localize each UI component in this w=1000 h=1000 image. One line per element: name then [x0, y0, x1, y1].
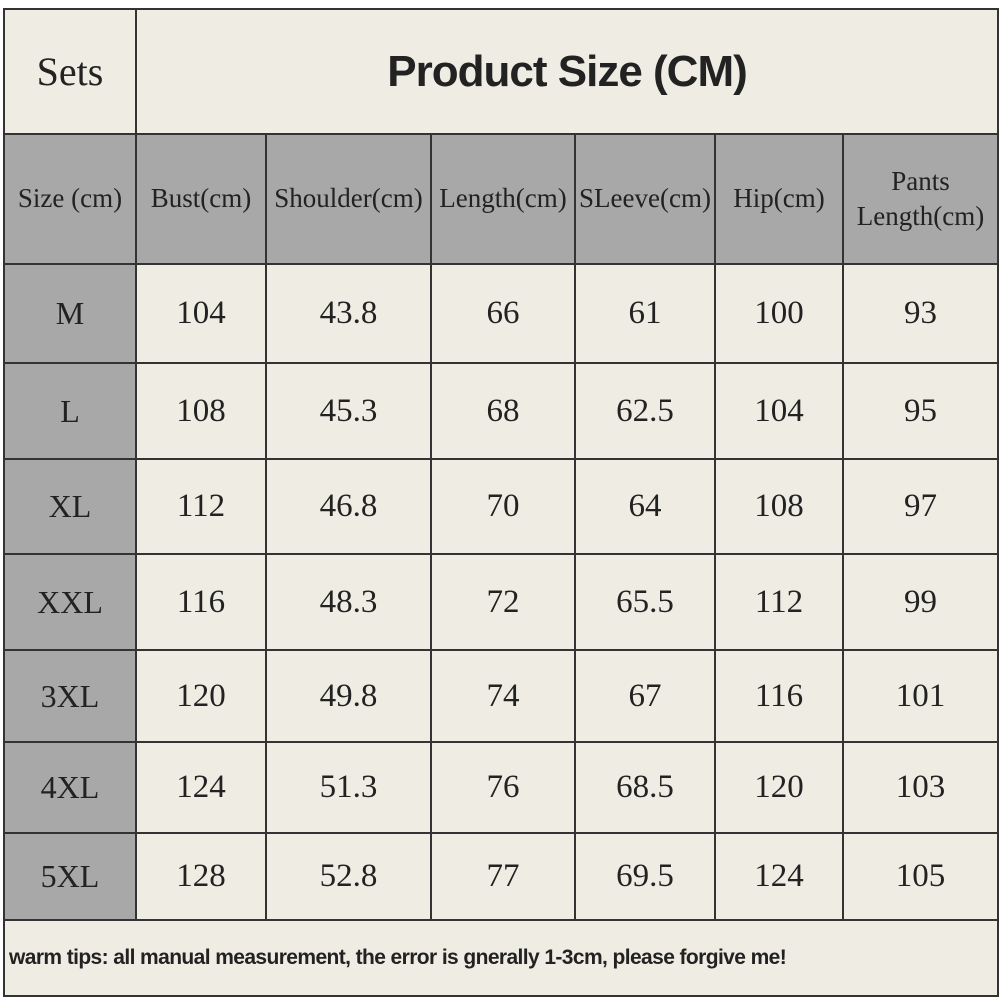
- measurement: 128: [135, 832, 267, 921]
- size-row: 3XL 120 49.8 74 67 116 101: [3, 649, 1000, 743]
- size-label: 5XL: [3, 832, 137, 921]
- measurement: 45.3: [265, 362, 432, 460]
- footer-row: warm tips: all manual measurement, the e…: [2, 919, 1000, 997]
- size-row: XXL 116 48.3 72 65.5 112 99: [3, 553, 1000, 651]
- footer-note: warm tips: all manual measurement, the e…: [2, 919, 1000, 997]
- measurement: 46.8: [265, 458, 432, 555]
- measurement: 74: [430, 649, 576, 743]
- measurement: 65.5: [574, 553, 716, 651]
- size-row: 4XL 124 51.3 76 68.5 120 103: [3, 741, 1000, 834]
- measurement: 112: [135, 458, 267, 555]
- size-row: 5XL 128 52.8 77 69.5 124 105: [3, 832, 1000, 921]
- column-header: Bust(cm): [135, 133, 267, 265]
- measurement: 120: [714, 741, 844, 834]
- measurement: 124: [135, 741, 267, 834]
- size-row: M 104 43.8 66 61 100 93: [3, 263, 1000, 364]
- measurement: 43.8: [265, 263, 432, 364]
- measurement: 116: [714, 649, 844, 743]
- measurement: 76: [430, 741, 576, 834]
- size-row: L 108 45.3 68 62.5 104 95: [3, 362, 1000, 460]
- size-row: XL 112 46.8 70 64 108 97: [3, 458, 1000, 555]
- measurement: 51.3: [265, 741, 432, 834]
- size-label: XXL: [3, 553, 137, 651]
- measurement: 48.3: [265, 553, 432, 651]
- measurement: 104: [135, 263, 267, 364]
- measurement: 99: [841, 553, 1000, 651]
- measurement: 64: [574, 458, 716, 555]
- sets-cell: Sets: [3, 8, 137, 135]
- measurement: 67: [574, 649, 716, 743]
- measurement: 124: [714, 832, 844, 921]
- column-header: Hip(cm): [714, 133, 844, 265]
- measurement: 93: [841, 263, 1000, 364]
- measurement: 105: [841, 832, 1000, 921]
- measurement: 49.8: [265, 649, 432, 743]
- measurement: 72: [430, 553, 576, 651]
- header-row: Size (cm) Bust(cm) Shoulder(cm) Length(cm) S…: [3, 133, 1000, 265]
- measurement: 103: [841, 741, 1000, 834]
- column-header: Shoulder(cm): [265, 133, 432, 265]
- measurement: 69.5: [574, 832, 716, 921]
- measurement: 52.8: [265, 832, 432, 921]
- size-table: Sets Product Size (CM) Size (cm) Bust(cm)…: [2, 8, 1000, 997]
- table-title: Product Size (CM): [134, 8, 1000, 135]
- size-label: XL: [3, 458, 137, 555]
- size-label: 3XL: [3, 649, 137, 743]
- measurement: 70: [430, 458, 576, 555]
- size-label: M: [3, 263, 137, 364]
- measurement: 108: [714, 458, 844, 555]
- measurement: 97: [841, 458, 1000, 555]
- column-header: Pants Length(cm): [841, 133, 1000, 265]
- measurement: 108: [135, 362, 267, 460]
- measurement: 77: [430, 832, 576, 921]
- measurement: 116: [135, 553, 267, 651]
- column-header: Length(cm): [430, 133, 576, 265]
- measurement: 68.5: [574, 741, 716, 834]
- measurement: 104: [714, 362, 844, 460]
- column-header: Size (cm): [3, 133, 137, 265]
- column-header: SLeeve(cm): [574, 133, 716, 265]
- measurement: 95: [841, 362, 1000, 460]
- measurement: 68: [430, 362, 576, 460]
- size-label: L: [3, 362, 137, 460]
- measurement: 61: [574, 263, 716, 364]
- measurement: 100: [714, 263, 844, 364]
- size-label: 4XL: [3, 741, 137, 834]
- title-row: Sets Product Size (CM): [3, 8, 1000, 135]
- measurement: 62.5: [574, 362, 716, 460]
- measurement: 120: [135, 649, 267, 743]
- measurement: 112: [714, 553, 844, 651]
- measurement: 66: [430, 263, 576, 364]
- measurement: 101: [841, 649, 1000, 743]
